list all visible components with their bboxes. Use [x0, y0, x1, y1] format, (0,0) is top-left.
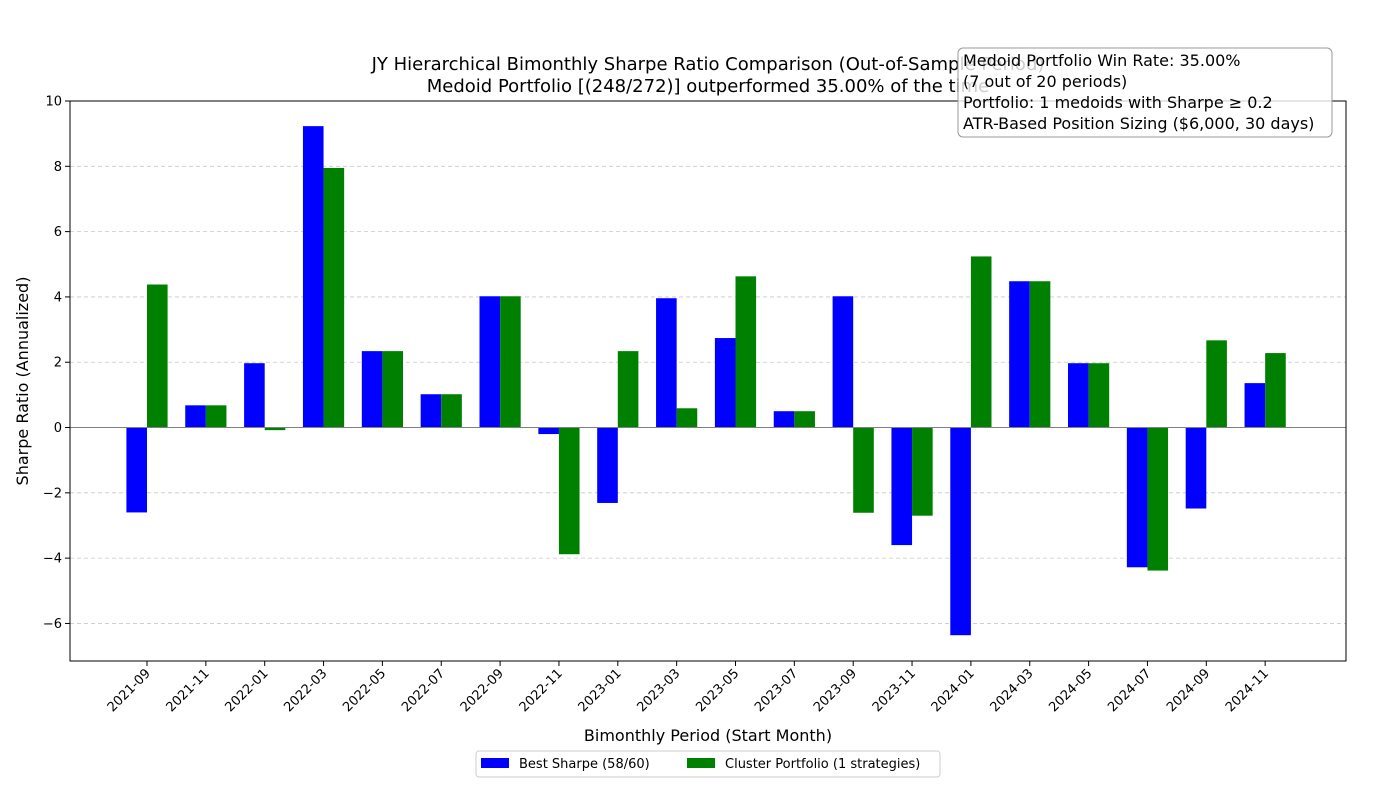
x-tick-label: 2022-11	[517, 666, 566, 715]
y-tick-label: 4	[54, 290, 62, 305]
bar-best-sharpe-2022-03	[302, 126, 324, 428]
y-tick-label: 2	[54, 356, 62, 371]
plot-area-frame	[69, 100, 1347, 662]
x-tick-label: 2023-07	[752, 666, 801, 715]
bar-best-sharpe-2022-01	[244, 363, 265, 428]
x-tick-label: 2023-11	[870, 666, 919, 715]
bar-cluster-portfolio-2023-03	[676, 408, 698, 428]
info-portfolio: Portfolio: 1 medoids with Sharpe ≥ 0.2	[963, 93, 1273, 112]
x-tick-label: 2022-03	[281, 666, 330, 715]
y-tick-label: −6	[43, 617, 62, 632]
x-tick-label: 2023-01	[576, 666, 625, 715]
info-position-sizing: ATR-Based Position Sizing ($6,000, 30 da…	[963, 114, 1314, 133]
bar-cluster-portfolio-2022-05	[382, 351, 403, 428]
info-periods: (7 out of 20 periods)	[963, 72, 1127, 91]
bar-best-sharpe-2023-03	[656, 298, 677, 428]
legend: Best Sharpe (58/60) Cluster Portfolio (1…	[475, 750, 941, 778]
bar-cluster-portfolio-2022-01	[264, 427, 286, 431]
x-axis-ticks: 2021-09 2021-11 2022-01 2022-03 2022-05 2022-…	[105, 661, 1272, 715]
info-win-rate: Medoid Portfolio Win Rate: 35.00%	[963, 51, 1241, 70]
y-axis-label: Sharpe Ratio (Annualized)	[13, 277, 32, 486]
bar-cluster-portfolio-2022-07	[441, 394, 462, 428]
x-tick-label: 2022-01	[223, 666, 272, 715]
x-tick-label: 2023-05	[693, 666, 742, 715]
y-axis-ticks: −6 −4 −2 0 2 4 6 8 10	[43, 95, 70, 632]
y-tick-label: 10	[45, 95, 62, 110]
bar-cluster-portfolio-2024-03	[1029, 281, 1051, 428]
bar-cluster-portfolio-2024-07	[1147, 427, 1169, 571]
x-tick-label: 2022-09	[458, 666, 507, 715]
x-tick-label: 2023-03	[634, 666, 683, 715]
bar-best-sharpe-2024-05	[1068, 363, 1089, 428]
bar-best-sharpe-2024-01	[950, 427, 971, 636]
x-tick-label: 2024-07	[1105, 666, 1154, 715]
x-tick-label: 2024-11	[1223, 666, 1272, 715]
legend-swatch-cluster-portfolio	[687, 758, 715, 768]
x-tick-label: 2021-11	[164, 666, 213, 715]
bar-cluster-portfolio-2024-01	[970, 256, 992, 428]
bar-best-sharpe-2023-11	[891, 427, 913, 546]
x-tick-label: 2024-01	[929, 666, 978, 715]
x-tick-label: 2022-05	[340, 666, 389, 715]
bar-cluster-portfolio-2023-09	[853, 427, 874, 513]
x-tick-label: 2021-09	[105, 666, 154, 715]
y-tick-label: 0	[54, 421, 62, 436]
bar-best-sharpe-2022-09	[479, 296, 501, 428]
y-tick-label: −4	[43, 552, 62, 567]
bar-cluster-portfolio-2023-05	[735, 276, 757, 428]
y-tick-label: 8	[54, 160, 62, 175]
bar-best-sharpe-2022-11	[538, 427, 559, 435]
chart-subtitle: Medoid Portfolio [(248/272)] outperforme…	[427, 76, 989, 97]
x-tick-label: 2024-09	[1164, 666, 1213, 715]
bar-cluster-portfolio-2023-07	[794, 411, 815, 428]
bar-best-sharpe-2024-07	[1126, 427, 1148, 568]
bar-best-sharpe-2022-07	[420, 394, 442, 428]
bar-best-sharpe-2024-09	[1185, 427, 1207, 509]
bar-best-sharpe-2024-03	[1009, 281, 1030, 428]
y-tick-label: −2	[43, 486, 62, 501]
bar-best-sharpe-2021-09	[126, 427, 147, 513]
x-tick-label: 2023-09	[811, 666, 860, 715]
bar-best-sharpe-2021-11	[185, 405, 206, 428]
bar-best-sharpe-2024-11	[1244, 383, 1266, 428]
bar-cluster-portfolio-2021-11	[205, 405, 227, 428]
legend-swatch-best-sharpe	[481, 758, 509, 768]
legend-label-best-sharpe: Best Sharpe (58/60)	[519, 757, 650, 772]
bar-cluster-portfolio-2022-03	[323, 167, 345, 428]
bar-best-sharpe-2023-01	[597, 427, 618, 503]
legend-label-cluster-portfolio: Cluster Portfolio (1 strategies)	[725, 757, 920, 772]
bar-cluster-portfolio-2023-11	[912, 427, 933, 516]
bar-cluster-portfolio-2022-09	[500, 296, 521, 428]
chart-title: JY Hierarchical Bimonthly Sharpe Ratio C…	[371, 54, 1045, 75]
x-tick-label: 2024-03	[988, 666, 1037, 715]
x-tick-label: 2024-05	[1046, 666, 1095, 715]
bar-cluster-portfolio-2021-09	[147, 284, 168, 428]
bars	[126, 126, 1286, 636]
bar-cluster-portfolio-2024-11	[1265, 353, 1286, 428]
bar-best-sharpe-2022-05	[361, 351, 383, 428]
info-box-frame	[957, 47, 1333, 138]
bar-cluster-portfolio-2024-09	[1206, 340, 1227, 428]
bar-best-sharpe-2023-05	[714, 338, 736, 428]
y-tick-label: 6	[54, 225, 62, 240]
x-axis-label: Bimonthly Period (Start Month)	[584, 726, 832, 745]
bar-best-sharpe-2023-07	[773, 411, 795, 428]
bar-cluster-portfolio-2024-05	[1088, 363, 1110, 428]
bar-cluster-portfolio-2022-11	[558, 427, 580, 555]
x-tick-label: 2022-07	[399, 666, 448, 715]
bar-best-sharpe-2023-09	[832, 296, 854, 428]
bar-cluster-portfolio-2023-01	[617, 351, 639, 428]
info-box: Medoid Portfolio Win Rate: 35.00% (7 out…	[957, 47, 1333, 138]
